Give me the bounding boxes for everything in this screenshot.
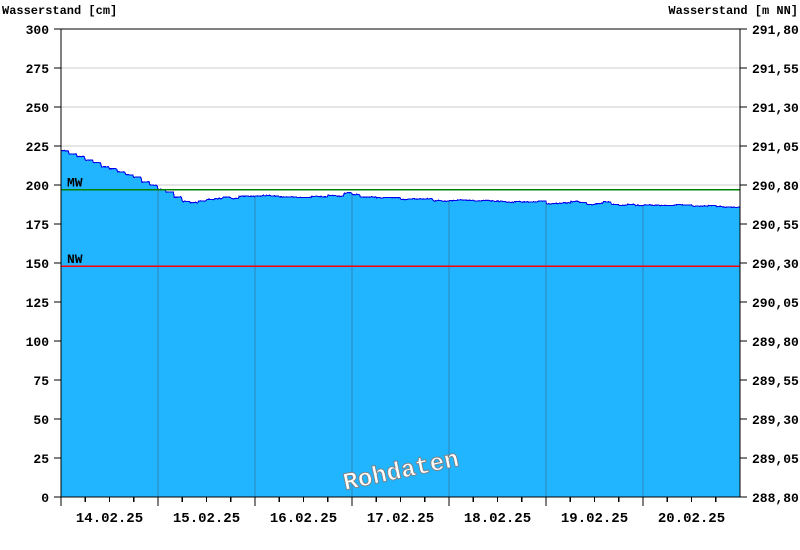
svg-text:25: 25 xyxy=(33,452,49,467)
svg-text:290,30: 290,30 xyxy=(752,257,799,272)
svg-text:75: 75 xyxy=(33,374,49,389)
svg-text:14.02.25: 14.02.25 xyxy=(76,511,143,527)
svg-text:150: 150 xyxy=(26,257,50,272)
svg-text:291,55: 291,55 xyxy=(752,62,799,77)
svg-text:17.02.25: 17.02.25 xyxy=(367,511,434,527)
svg-text:288,80: 288,80 xyxy=(752,491,799,506)
svg-text:MW: MW xyxy=(67,176,83,191)
svg-text:290,05: 290,05 xyxy=(752,296,799,311)
svg-text:175: 175 xyxy=(26,218,50,233)
svg-text:275: 275 xyxy=(26,62,50,77)
svg-text:300: 300 xyxy=(26,23,50,38)
svg-text:250: 250 xyxy=(26,101,50,116)
svg-text:0: 0 xyxy=(41,491,49,506)
svg-text:290,80: 290,80 xyxy=(752,179,799,194)
svg-text:15.02.25: 15.02.25 xyxy=(173,511,240,527)
svg-text:289,30: 289,30 xyxy=(752,413,799,428)
svg-text:289,05: 289,05 xyxy=(752,452,799,467)
svg-text:291,05: 291,05 xyxy=(752,140,799,155)
svg-text:100: 100 xyxy=(26,335,50,350)
svg-text:225: 225 xyxy=(26,140,50,155)
svg-text:125: 125 xyxy=(26,296,50,311)
svg-text:19.02.25: 19.02.25 xyxy=(561,511,628,527)
svg-text:Wasserstand [cm]: Wasserstand [cm] xyxy=(2,4,117,18)
svg-text:289,55: 289,55 xyxy=(752,374,799,389)
svg-text:NW: NW xyxy=(67,252,83,267)
svg-text:200: 200 xyxy=(26,179,50,194)
svg-text:289,80: 289,80 xyxy=(752,335,799,350)
svg-text:18.02.25: 18.02.25 xyxy=(464,511,531,527)
svg-text:16.02.25: 16.02.25 xyxy=(270,511,337,527)
svg-text:Wasserstand [m NN]: Wasserstand [m NN] xyxy=(668,4,798,18)
svg-text:291,30: 291,30 xyxy=(752,101,799,116)
svg-text:50: 50 xyxy=(33,413,49,428)
svg-text:290,55: 290,55 xyxy=(752,218,799,233)
svg-text:291,80: 291,80 xyxy=(752,23,799,38)
svg-text:20.02.25: 20.02.25 xyxy=(658,511,725,527)
